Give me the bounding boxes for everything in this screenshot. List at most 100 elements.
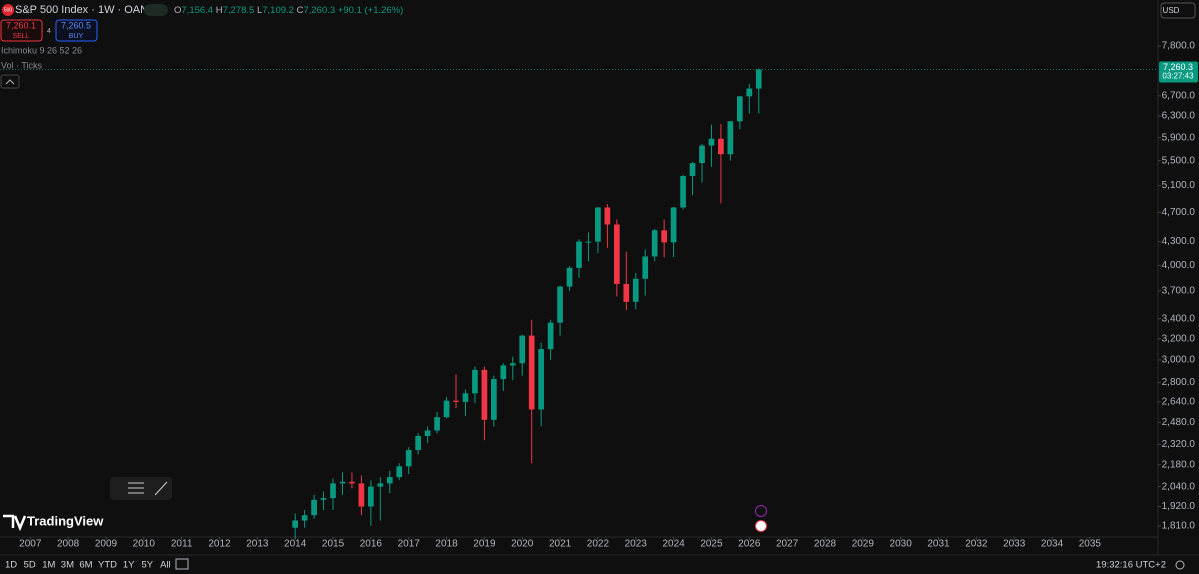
x-tick-label: 2019 [473, 539, 496, 550]
candle-body [699, 145, 705, 164]
candle-body [453, 400, 459, 402]
candle-body [708, 138, 715, 146]
candle-body [727, 121, 734, 155]
collapse-button[interactable] [0, 74, 20, 89]
x-tick-label: 2018 [435, 539, 458, 550]
x-tick-label: 2007 [19, 539, 42, 550]
indicator-label[interactable]: Vol · Ticks [1, 60, 43, 70]
candle-body [595, 207, 601, 242]
y-tick-label: 6,300.0 [1162, 111, 1196, 122]
currency[interactable]: USD [1163, 6, 1180, 15]
buy-button[interactable] [55, 19, 98, 42]
symbol-badge: 500 [4, 7, 13, 13]
y-tick-label: 2,800.0 [1162, 377, 1196, 388]
x-tick-label: 2031 [927, 539, 950, 550]
candle-body [614, 224, 620, 284]
clock: 19:32:16 UTC+2 [1096, 560, 1166, 571]
x-tick-label: 2012 [208, 539, 231, 550]
range-button[interactable]: 5D [24, 560, 36, 571]
x-tick-label: 2028 [814, 539, 837, 550]
range-button[interactable]: 1Y [123, 560, 135, 571]
buy-label: BUY [69, 33, 84, 40]
candle-body [368, 486, 374, 507]
ohlc-legend: O7,156.4 H7,278.5 L7,109.2 C7,260.3 +90.… [174, 5, 403, 16]
tool-icon [128, 482, 144, 494]
event-marker[interactable] [755, 505, 767, 517]
x-tick-label: 2033 [1003, 539, 1026, 550]
sell-button[interactable] [0, 19, 43, 42]
sell-label: SELL [12, 33, 29, 40]
candle-body [434, 417, 440, 431]
candle-body [746, 88, 753, 97]
candle-body [680, 176, 686, 208]
candle-body [500, 365, 507, 380]
x-tick-label: 2022 [587, 539, 610, 550]
sell-price: 7,260.1 [6, 20, 36, 30]
settings-icon[interactable] [1175, 560, 1185, 570]
date-range-icon[interactable] [175, 558, 189, 570]
candle-body [377, 483, 384, 487]
candle-body [689, 163, 696, 177]
range-button[interactable]: 3M [61, 560, 74, 571]
x-tick-label: 2010 [133, 539, 156, 550]
currency-box[interactable] [1160, 2, 1196, 19]
x-tick-label: 2015 [322, 539, 345, 550]
ohlc-key: L [257, 5, 262, 16]
x-tick-label: 2014 [284, 539, 307, 550]
ohlc-key: O [174, 5, 181, 16]
status-pill [144, 4, 168, 16]
candle-body [509, 363, 516, 366]
candle-body [755, 69, 762, 89]
candle-body [670, 207, 677, 243]
candle-body [481, 369, 488, 420]
candle-body [415, 435, 422, 451]
x-tick-label: 2017 [398, 539, 421, 550]
y-tick-label: 5,500.0 [1162, 155, 1196, 166]
x-tick-label: 2009 [95, 539, 118, 550]
indicator-label[interactable]: Ichimoku 9 26 52 26 [1, 45, 82, 55]
x-tick-label: 2023 [625, 539, 648, 550]
candle-body [585, 241, 592, 243]
range-button[interactable]: 1M [42, 560, 55, 571]
event-marker[interactable] [755, 520, 767, 532]
y-tick-label: 1,920.0 [1162, 501, 1196, 512]
range-button[interactable]: 1D [5, 560, 17, 571]
candle-body [386, 477, 393, 484]
x-tick-label: 2027 [776, 539, 799, 550]
range-button[interactable]: All [160, 560, 171, 571]
y-tick-label: 2,320.0 [1162, 439, 1196, 450]
x-tick-label: 2011 [171, 539, 193, 550]
x-tick-label: 2032 [965, 539, 988, 550]
y-tick-label: 2,480.0 [1162, 417, 1196, 428]
y-tick-label: 4,300.0 [1162, 236, 1196, 247]
ohlc-key: C [297, 5, 304, 16]
x-tick-label: 2024 [662, 539, 685, 550]
range-button[interactable]: YTD [98, 560, 117, 571]
candle-body [623, 283, 630, 302]
x-tick-label: 2020 [511, 539, 534, 550]
x-tick-label: 2035 [1079, 539, 1102, 550]
candle-body [547, 322, 554, 350]
x-tick-label: 2029 [852, 539, 875, 550]
ohlc-value: 7,156.4 [181, 5, 213, 16]
candle-body [736, 96, 743, 122]
y-tick-label: 4,000.0 [1162, 260, 1196, 271]
range-button[interactable]: 5Y [142, 560, 154, 571]
symbol-icon [2, 4, 14, 16]
buy-price: 7,260.5 [61, 20, 91, 30]
y-tick-label: 7,800.0 [1162, 41, 1196, 52]
y-tick-label: 2,040.0 [1162, 481, 1196, 492]
candle-body [396, 466, 403, 478]
price-tag-label: 7,260.3 [1163, 62, 1193, 72]
candle-body [528, 335, 535, 410]
candle-body [576, 241, 582, 268]
range-button[interactable]: 6M [79, 560, 92, 571]
tool-icon [154, 481, 168, 496]
y-tick-label: 3,000.0 [1162, 355, 1196, 366]
spread: 4 [47, 28, 51, 35]
logo-mark [3, 514, 27, 532]
ohlc-key: H [216, 5, 223, 16]
y-tick-label: 4,700.0 [1162, 207, 1196, 218]
candle-body [339, 481, 346, 484]
x-tick-label: 2030 [890, 539, 913, 550]
